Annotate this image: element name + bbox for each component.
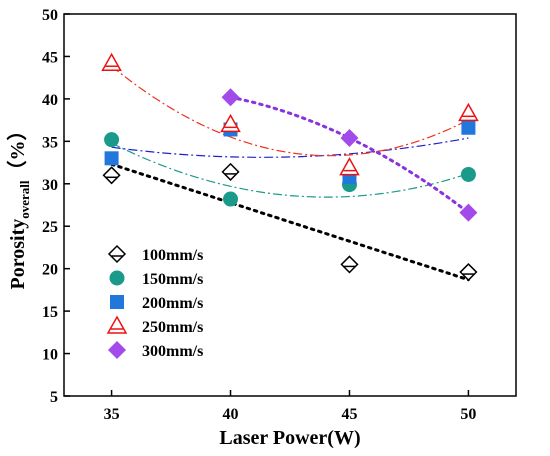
legend-marker: [106, 315, 128, 334]
y-tick-label: 25: [42, 219, 58, 236]
y-axis-label-subscript: overall: [17, 180, 32, 219]
data-point-shape: [101, 52, 122, 71]
y-axis-label-unit: （%）: [6, 121, 29, 181]
x-axis-ticks: 35 40 45 50: [104, 390, 476, 423]
fit-curve: [111, 137, 469, 158]
legend-label: 300mm/s: [142, 343, 203, 360]
data-point-shape: [102, 166, 121, 185]
data-point: [459, 263, 478, 282]
data-point: [102, 166, 121, 185]
data-point: [104, 132, 120, 148]
data-point: [104, 151, 119, 166]
data-point: [221, 88, 240, 107]
data-point: [340, 128, 359, 147]
legend-marker: [108, 341, 126, 359]
y-tick-label: 20: [42, 262, 58, 279]
x-tick-label: 40: [223, 406, 239, 423]
fit-curve: [111, 142, 469, 198]
data-markers: [101, 52, 479, 282]
y-axis-label: Porosityoverall（%）: [6, 121, 32, 290]
data-point-shape: [458, 102, 479, 122]
data-point: [340, 255, 359, 274]
legend-marker: [107, 244, 127, 264]
data-point-shape: [339, 157, 360, 176]
data-point: [223, 191, 239, 207]
legend: 100mm/s 150mm/s 200mm/s 250mm/s 300mm/s: [106, 244, 203, 360]
legend-label: 100mm/s: [142, 247, 203, 264]
data-point: [220, 113, 241, 133]
x-tick-label: 50: [460, 406, 476, 423]
y-axis-label-main: Porosity: [7, 219, 29, 290]
x-tick-label: 35: [104, 406, 120, 423]
data-point: [460, 166, 476, 182]
fit-curve: [110, 162, 470, 282]
y-tick-label: 40: [42, 92, 58, 109]
y-tick-label: 45: [42, 49, 58, 66]
legend-label: 250mm/s: [142, 319, 203, 336]
data-point-shape: [459, 263, 478, 282]
legend-marker: [109, 270, 125, 286]
legend-marker: [110, 295, 124, 309]
x-tick-label: 45: [341, 406, 357, 423]
data-point: [461, 120, 476, 135]
data-point: [221, 162, 240, 181]
y-tick-label: 50: [42, 7, 58, 24]
data-point-shape: [221, 162, 240, 181]
data-point: [101, 52, 122, 71]
y-tick-label: 35: [42, 134, 58, 151]
legend-marker-shape: [106, 315, 128, 334]
y-tick-label: 15: [42, 304, 58, 321]
data-point: [458, 102, 479, 122]
data-point: [339, 157, 360, 176]
data-point-shape: [340, 255, 359, 274]
y-tick-label: 30: [42, 177, 58, 194]
y-axis-ticks: 5 10 15 20 25 30 35 40 45 50: [42, 7, 70, 406]
legend-marker-shape: [107, 244, 127, 264]
plot-frame: [63, 13, 517, 397]
data-point: [459, 203, 478, 222]
legend-label: 150mm/s: [142, 271, 203, 288]
x-axis-label: Laser Power(W): [219, 427, 360, 449]
fit-curve: [111, 65, 469, 157]
legend-label: 200mm/s: [142, 295, 203, 312]
y-tick-label: 10: [42, 347, 58, 364]
y-tick-label: 5: [50, 389, 58, 406]
